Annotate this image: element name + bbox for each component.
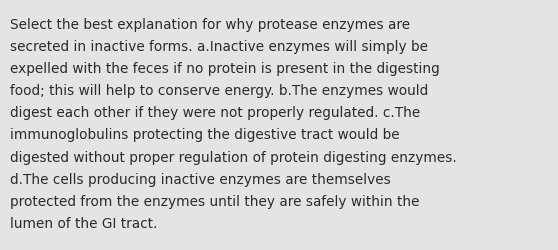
Text: Select the best explanation for why protease enzymes are: Select the best explanation for why prot… bbox=[10, 18, 410, 32]
Text: expelled with the feces if no protein is present in the digesting: expelled with the feces if no protein is… bbox=[10, 62, 440, 76]
Text: immunoglobulins protecting the digestive tract would be: immunoglobulins protecting the digestive… bbox=[10, 128, 400, 142]
Text: digest each other if they were not properly regulated. c.The: digest each other if they were not prope… bbox=[10, 106, 420, 120]
Text: food; this will help to conserve energy. b.The enzymes would: food; this will help to conserve energy.… bbox=[10, 84, 428, 98]
Text: digested without proper regulation of protein digesting enzymes.: digested without proper regulation of pr… bbox=[10, 150, 457, 164]
Text: protected from the enzymes until they are safely within the: protected from the enzymes until they ar… bbox=[10, 194, 420, 208]
Text: secreted in inactive forms. a.Inactive enzymes will simply be: secreted in inactive forms. a.Inactive e… bbox=[10, 40, 428, 54]
Text: lumen of the GI tract.: lumen of the GI tract. bbox=[10, 216, 157, 230]
Text: d.The cells producing inactive enzymes are themselves: d.The cells producing inactive enzymes a… bbox=[10, 172, 391, 186]
